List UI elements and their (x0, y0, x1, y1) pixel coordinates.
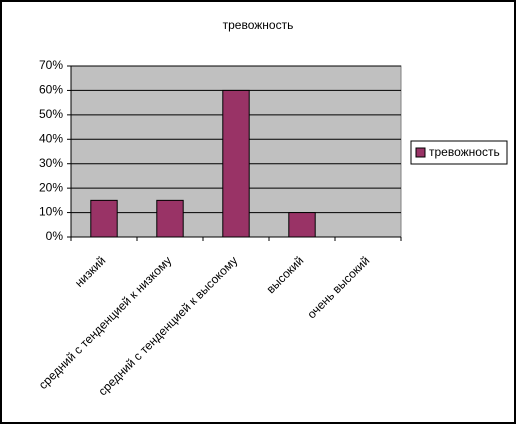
y-tick-label: 0% (46, 229, 64, 243)
legend-box (410, 140, 508, 165)
y-tick-label: 70% (39, 58, 63, 72)
legend-label: тревожность (429, 145, 500, 159)
y-tick-label: 50% (39, 107, 63, 121)
y-tick-label: 60% (39, 83, 63, 97)
chart-title: тревожность (223, 18, 294, 32)
y-tick-label: 20% (39, 180, 63, 194)
y-tick-label: 10% (39, 205, 63, 219)
legend-swatch (415, 147, 426, 158)
bar (156, 199, 184, 238)
bar (90, 199, 118, 238)
bar (222, 89, 250, 238)
bar (288, 212, 316, 238)
y-tick-label: 30% (39, 156, 63, 170)
y-tick-label: 40% (39, 131, 63, 145)
